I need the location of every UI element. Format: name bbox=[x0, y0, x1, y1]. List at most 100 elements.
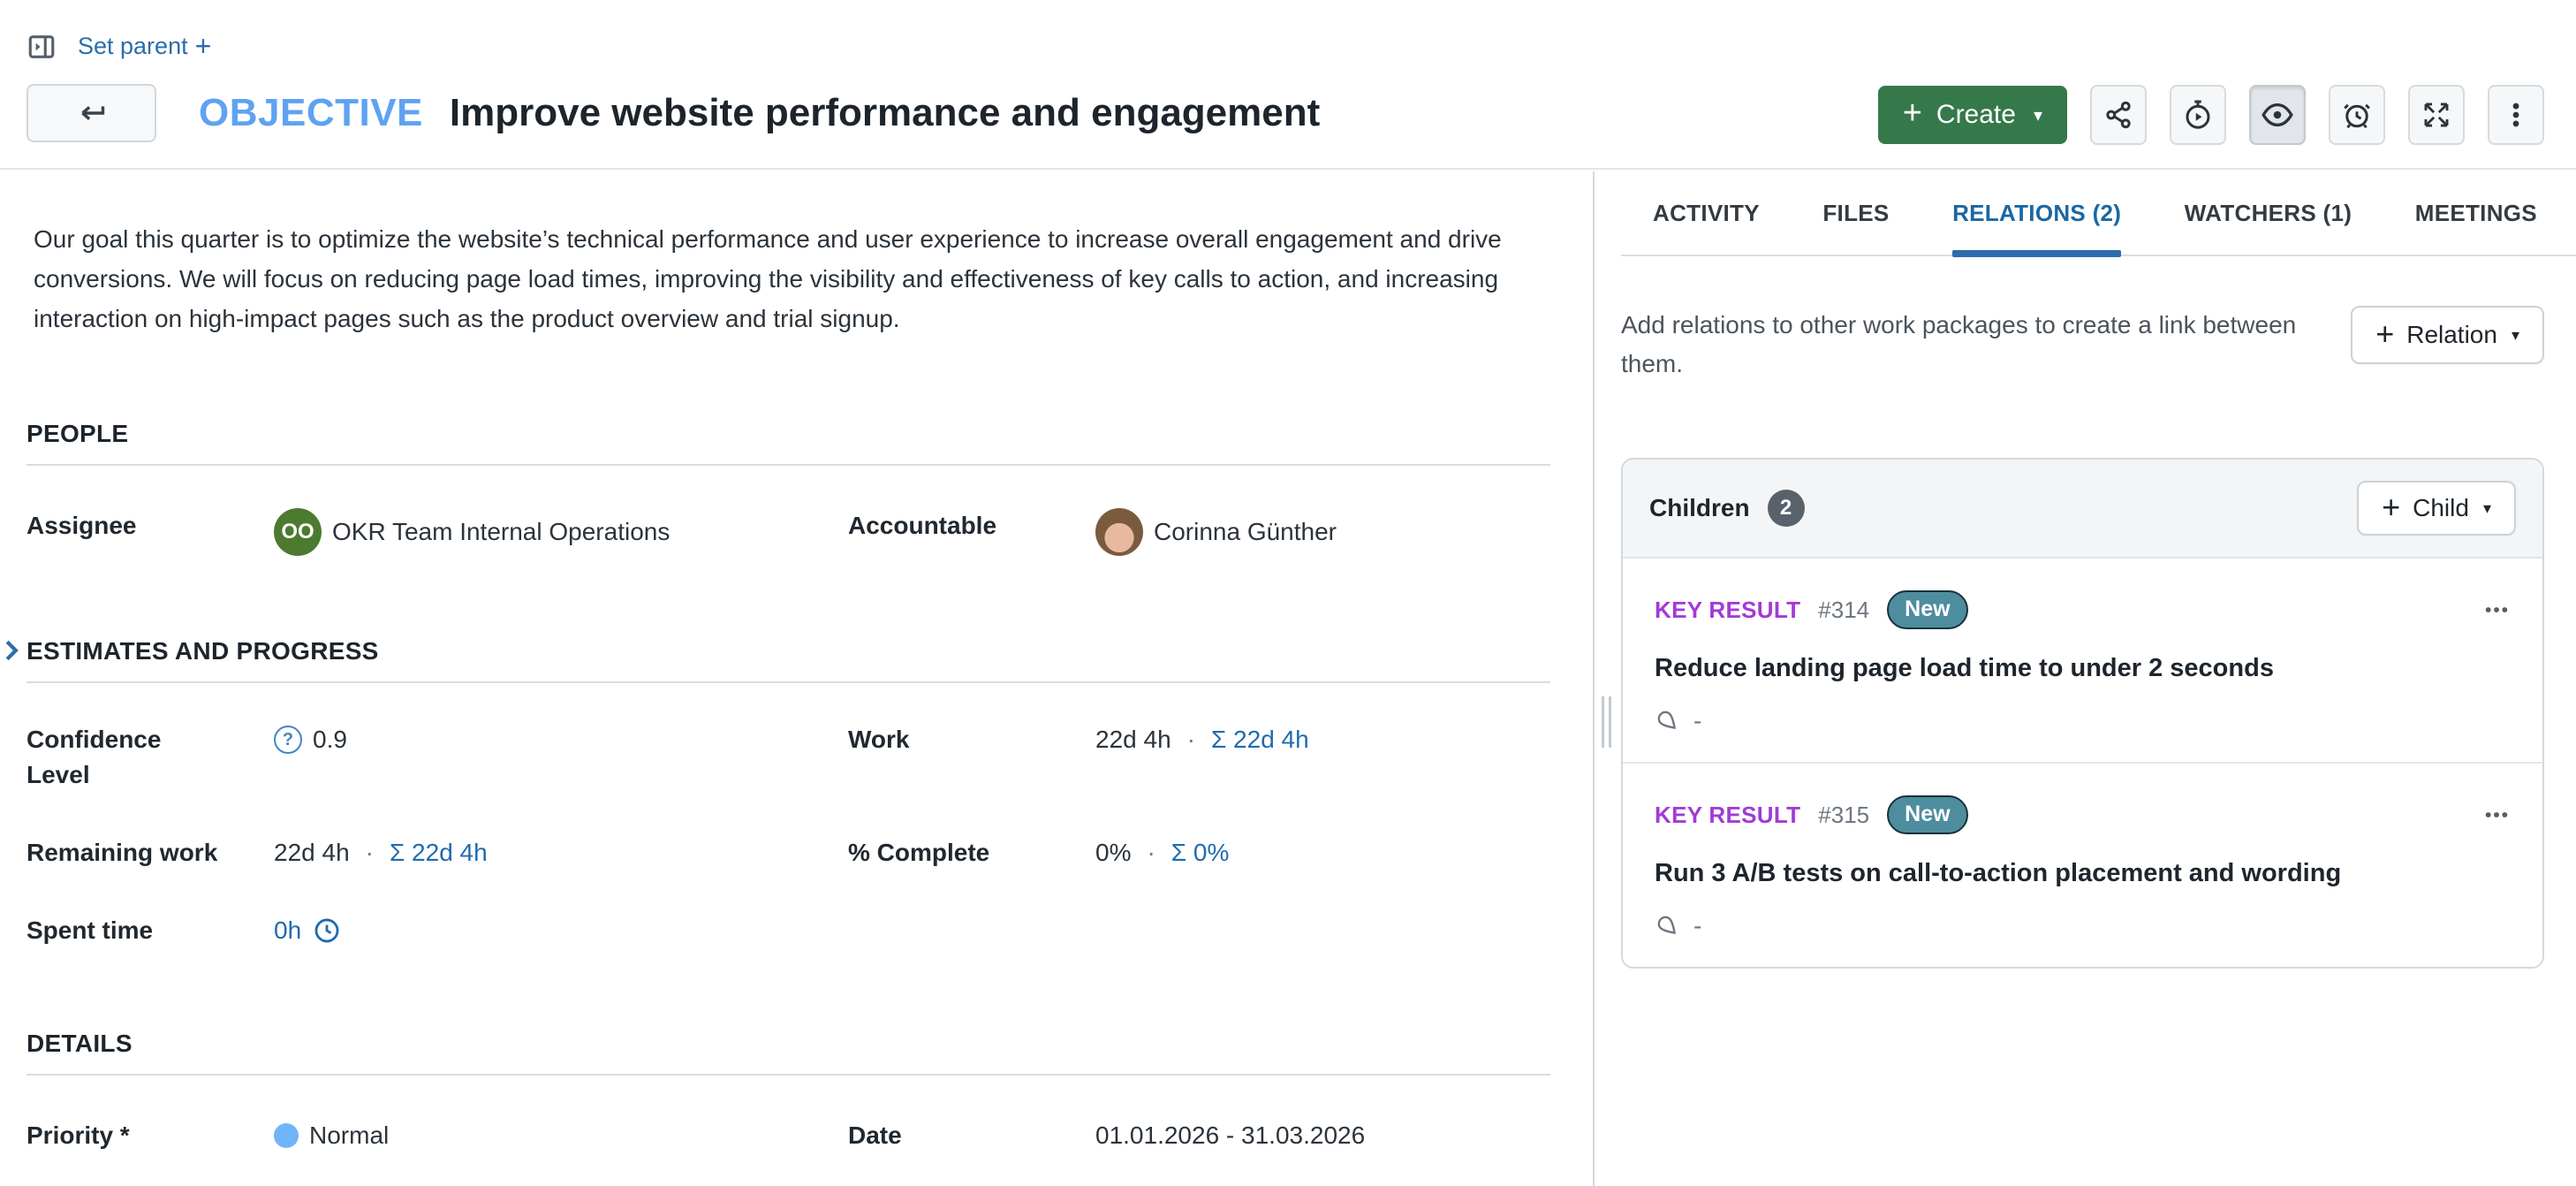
accountable-value[interactable]: Corinna Günther bbox=[1095, 505, 1566, 556]
set-parent-button[interactable]: Set parent + bbox=[78, 30, 211, 63]
details-section-heading: DETAILS bbox=[27, 1030, 1566, 1058]
date-value[interactable]: 01.01.2026 - 31.03.2026 bbox=[1095, 1114, 1566, 1153]
complete-own[interactable]: 0% bbox=[1095, 835, 1131, 870]
status-badge[interactable]: New bbox=[1887, 795, 1967, 834]
sidebar-toggle-icon[interactable] bbox=[27, 32, 57, 62]
child-title[interactable]: Reduce landing page load time to under 2… bbox=[1655, 650, 2511, 686]
reminder-icon bbox=[2341, 99, 2373, 131]
spent-time-value[interactable]: 0h bbox=[274, 909, 848, 948]
remaining-work-label: Remaining work bbox=[27, 832, 274, 870]
tab-meetings[interactable]: MEETINGS bbox=[2415, 171, 2537, 255]
remaining-own[interactable]: 22d 4h bbox=[274, 835, 350, 870]
assignee-name[interactable]: OKR Team Internal Operations bbox=[332, 514, 670, 550]
reminder-button[interactable] bbox=[2329, 85, 2385, 145]
assignee-value[interactable]: OO OKR Team Internal Operations bbox=[274, 505, 848, 556]
people-fields: Assignee OO OKR Team Internal Operations… bbox=[27, 505, 1566, 556]
confidence-level-value[interactable]: ? 0.9 bbox=[274, 718, 848, 757]
back-button[interactable] bbox=[27, 84, 156, 142]
work-own[interactable]: 22d 4h bbox=[1095, 722, 1171, 757]
tab-watchers[interactable]: WATCHERS (1) bbox=[2185, 171, 2352, 255]
plus-icon: + bbox=[2375, 318, 2394, 350]
side-panel-tabs: ACTIVITY FILES RELATIONS (2) WATCHERS (1… bbox=[1621, 171, 2576, 256]
tab-activity[interactable]: ACTIVITY bbox=[1653, 171, 1760, 255]
confidence-number[interactable]: 0.9 bbox=[313, 722, 347, 757]
child-dates-row: - bbox=[1655, 707, 2511, 735]
priority-dot-icon bbox=[274, 1123, 299, 1148]
header-title-row: OBJECTIVE Improve website performance an… bbox=[27, 84, 1320, 142]
work-value[interactable]: 22d 4h · Σ 22d 4h bbox=[1095, 718, 1566, 757]
add-relation-button[interactable]: + Relation ▾ bbox=[2351, 306, 2544, 364]
add-child-button[interactable]: + Child ▾ bbox=[2357, 481, 2516, 536]
create-button-label: Create bbox=[1936, 100, 2016, 130]
remaining-work-value[interactable]: 22d 4h · Σ 22d 4h bbox=[274, 832, 848, 870]
add-child-label: Child bbox=[2413, 494, 2469, 522]
priority-value[interactable]: Normal bbox=[274, 1114, 848, 1153]
child-title[interactable]: Run 3 A/B tests on call-to-action placem… bbox=[1655, 855, 2511, 891]
status-badge[interactable]: New bbox=[1887, 590, 1967, 629]
tab-files[interactable]: FILES bbox=[1822, 171, 1889, 255]
chevron-down-icon: ▾ bbox=[2483, 499, 2491, 518]
collapse-icon[interactable] bbox=[2, 639, 21, 668]
accountable-name[interactable]: Corinna Günther bbox=[1154, 514, 1337, 550]
work-package-id[interactable]: #315 bbox=[1818, 802, 1869, 829]
people-section-heading: PEOPLE bbox=[27, 420, 1566, 448]
fullscreen-button[interactable] bbox=[2408, 85, 2465, 145]
estimates-heading-text: ESTIMATES AND PROGRESS bbox=[27, 637, 379, 665]
child-meta-row: KEY RESULT #315 New bbox=[1655, 795, 2511, 834]
avatar bbox=[1095, 508, 1143, 556]
child-work-package-row[interactable]: KEY RESULT #314 New Reduce landing page … bbox=[1623, 559, 2542, 762]
spent-time-label: Spent time bbox=[27, 909, 274, 948]
chevron-down-icon: ▾ bbox=[2034, 104, 2042, 126]
share-icon bbox=[2102, 99, 2134, 131]
help-icon[interactable]: ? bbox=[274, 726, 302, 754]
log-time-button[interactable] bbox=[2170, 85, 2226, 145]
create-button[interactable]: + Create ▾ bbox=[1878, 86, 2067, 144]
date-label: Date bbox=[848, 1114, 1095, 1153]
share-button[interactable] bbox=[2090, 85, 2147, 145]
work-package-type[interactable]: OBJECTIVE bbox=[199, 91, 423, 135]
section-divider bbox=[27, 1074, 1550, 1076]
page-header: Set parent + OBJECTIVE Improve website p… bbox=[0, 0, 2576, 170]
priority-label: Priority * bbox=[27, 1114, 274, 1153]
tab-relations[interactable]: RELATIONS (2) bbox=[1952, 171, 2121, 255]
watch-button[interactable] bbox=[2249, 85, 2306, 145]
section-divider bbox=[27, 464, 1550, 466]
work-package-id[interactable]: #314 bbox=[1818, 597, 1869, 624]
percent-complete-value[interactable]: 0% · Σ 0% bbox=[1095, 832, 1566, 870]
back-icon bbox=[72, 97, 112, 129]
estimates-fields: Confidence Level ? 0.9 Work 22d 4h · Σ 2… bbox=[27, 718, 1566, 948]
description-text[interactable]: Our goal this quarter is to optimize the… bbox=[27, 219, 1555, 338]
set-parent-label: Set parent bbox=[78, 33, 188, 60]
assignee-label: Assignee bbox=[27, 505, 274, 544]
more-actions-button[interactable] bbox=[2488, 85, 2544, 145]
child-dates-row: - bbox=[1655, 912, 2511, 940]
avatar: OO bbox=[274, 508, 322, 556]
children-card-header: Children 2 + Child ▾ bbox=[1623, 460, 2542, 559]
child-dates-value[interactable]: - bbox=[1693, 912, 1701, 940]
complete-sum-link[interactable]: Σ 0% bbox=[1171, 835, 1230, 870]
fullscreen-icon bbox=[2421, 100, 2451, 130]
work-sum-link[interactable]: Σ 22d 4h bbox=[1211, 722, 1309, 757]
plus-icon: + bbox=[2382, 491, 2400, 523]
row-more-actions-button[interactable] bbox=[2482, 801, 2511, 829]
priority-text[interactable]: Normal bbox=[309, 1118, 389, 1153]
spent-time-link[interactable]: 0h bbox=[274, 913, 301, 948]
child-dates-value[interactable]: - bbox=[1693, 707, 1701, 735]
chevron-down-icon: ▾ bbox=[2512, 326, 2519, 345]
work-package-side-panel: ACTIVITY FILES RELATIONS (2) WATCHERS (1… bbox=[1621, 171, 2576, 1186]
header-top-row: Set parent + bbox=[27, 30, 211, 63]
panel-resize-handle[interactable] bbox=[1602, 696, 1611, 748]
work-package-type: KEY RESULT bbox=[1655, 802, 1800, 829]
children-count-badge: 2 bbox=[1768, 490, 1805, 527]
page-title[interactable]: Improve website performance and engageme… bbox=[450, 91, 1320, 135]
more-icon bbox=[2501, 100, 2531, 130]
estimates-section-heading: ESTIMATES AND PROGRESS bbox=[27, 637, 1566, 665]
work-package-page: Set parent + OBJECTIVE Improve website p… bbox=[0, 0, 2576, 1186]
header-toolbar: + Create ▾ bbox=[1878, 85, 2544, 145]
row-more-actions-button[interactable] bbox=[2482, 596, 2511, 624]
clock-icon[interactable] bbox=[312, 916, 342, 946]
remaining-sum-link[interactable]: Σ 22d 4h bbox=[390, 835, 488, 870]
child-work-package-row[interactable]: KEY RESULT #315 New Run 3 A/B tests on c… bbox=[1623, 762, 2542, 967]
separator: · bbox=[1187, 722, 1195, 757]
child-meta-row: KEY RESULT #314 New bbox=[1655, 590, 2511, 629]
